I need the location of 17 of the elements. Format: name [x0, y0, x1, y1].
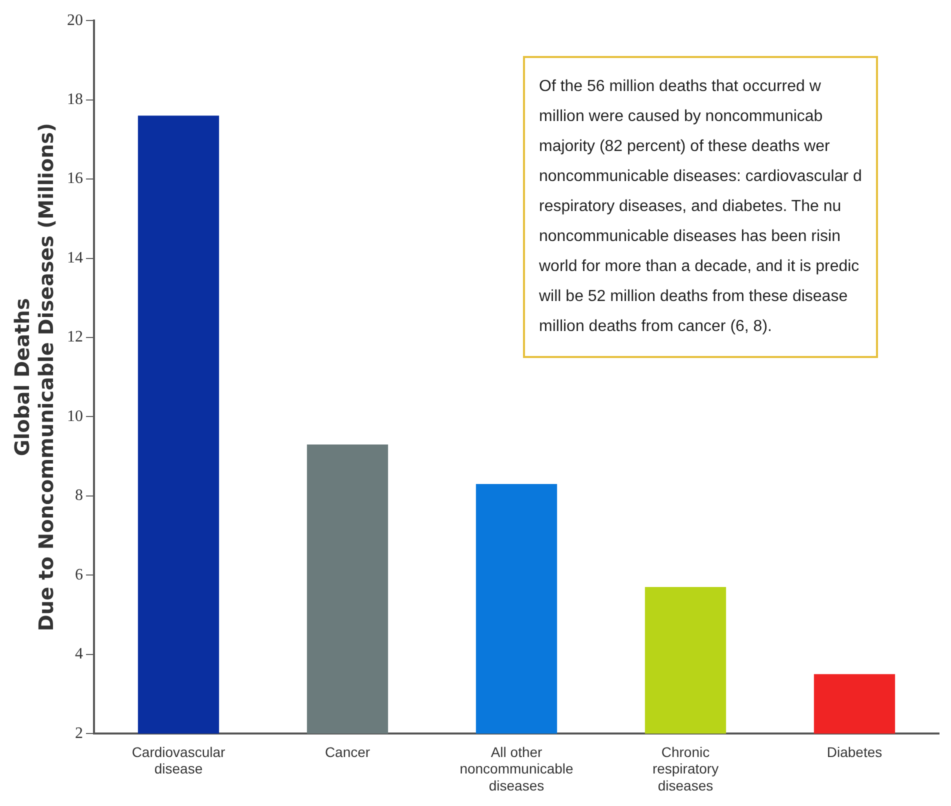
y-tick-label: 8 [75, 487, 83, 504]
x-tick-label: All other noncommunicable diseases [460, 744, 574, 794]
x-tick-label: Cancer [324, 744, 370, 760]
y-tick-label: 2 [75, 724, 83, 742]
y-tick-label: 12 [67, 328, 83, 346]
x-tick-label: Chronic respiratory diseases [652, 744, 719, 794]
x-tick-label: Diabetes [826, 744, 882, 760]
note-box: Of the 56 million deaths that occurred w million were caused by noncommunicab majority (82 percent) of these deaths wer noncommunicable diseases: cardiovascular d respiratory diseases, and diabetes. The nu noncommunicable diseases has been risin world for more than a decade, and it is predic will be 52 million deaths from these disease million deaths from cancer (6, 8). [523, 56, 878, 358]
y-tick-label: 6 [75, 566, 83, 584]
y-tick-label: 10 [67, 408, 83, 425]
y-tick-label: 16 [67, 170, 83, 188]
y-tick-label: 18 [67, 91, 83, 108]
y-tick-label: 4 [75, 646, 83, 663]
x-tick-label: Cardiovascular disease [132, 744, 226, 777]
y-tick-label: 20 [67, 12, 83, 29]
y-tick-label: 14 [67, 249, 83, 266]
y-axis-title: Global Deaths Due to Noncommunicable Diseases (Millions) [10, 122, 58, 632]
